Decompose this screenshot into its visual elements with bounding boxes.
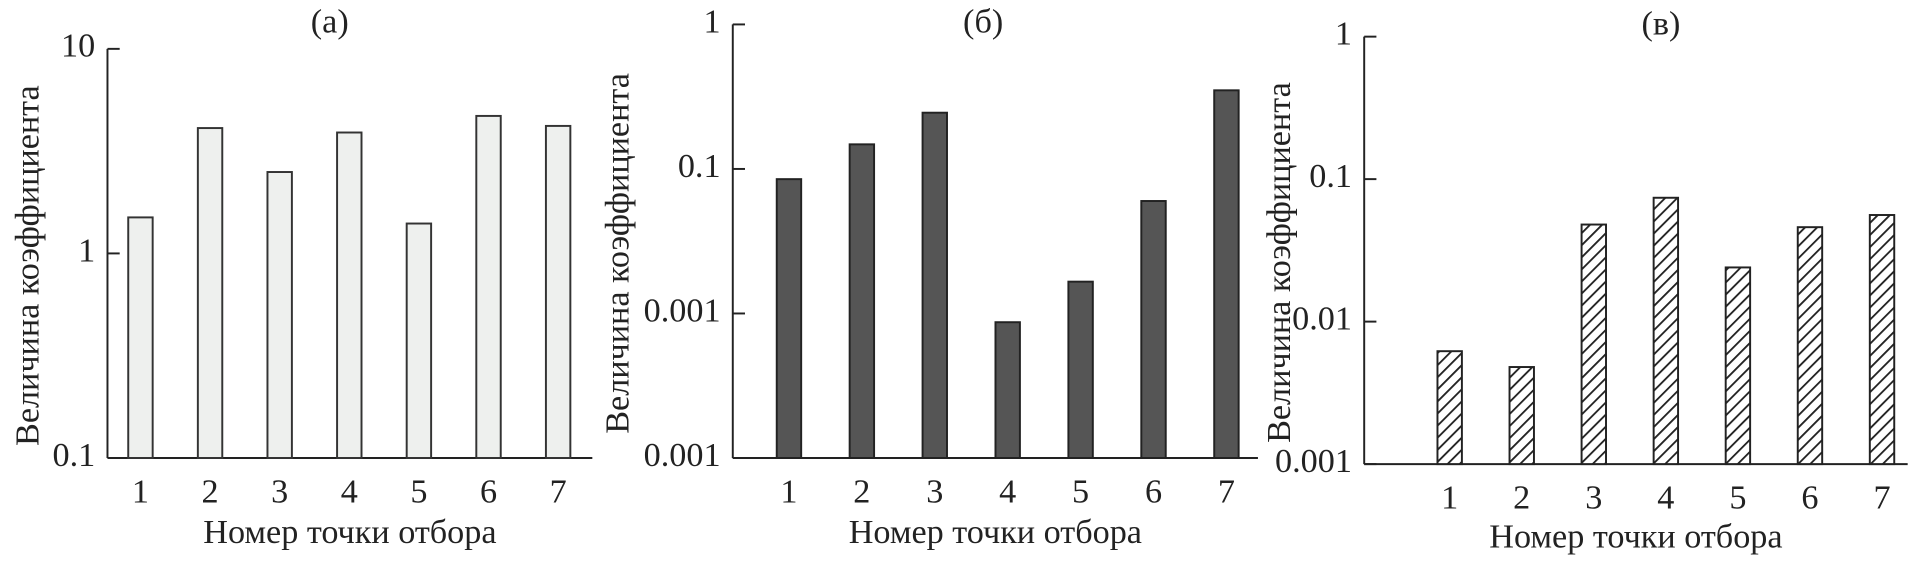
- x-axis-label: Номер точки отбора: [203, 514, 496, 551]
- bar: [775, 178, 803, 459]
- bar: [921, 111, 948, 459]
- x-tick-label: 7: [550, 473, 567, 510]
- bar: [1213, 89, 1240, 459]
- y-axis-label: Величина коэффициента: [9, 85, 46, 446]
- x-tick-label: 6: [1801, 480, 1818, 517]
- y-tick-label: 0.1: [1309, 158, 1352, 195]
- x-tick-label: 2: [853, 473, 870, 510]
- bar: [336, 131, 363, 459]
- x-tick-label: 5: [1729, 480, 1746, 517]
- x-axis-label: Номер точки отбора: [849, 514, 1142, 551]
- x-tick-label: 1: [132, 473, 149, 510]
- x-tick-label: 3: [1585, 480, 1602, 517]
- bar: [127, 216, 154, 459]
- bar: [848, 143, 876, 459]
- y-axis-label: Величина коэффициента: [1261, 82, 1298, 443]
- y-tick-label: 1: [1335, 15, 1352, 52]
- bar: [1724, 266, 1752, 466]
- y-tick-label: 0.01: [1292, 300, 1352, 337]
- bar: [475, 114, 502, 459]
- chart-title: (в): [1642, 6, 1681, 43]
- bar: [994, 321, 1021, 459]
- bar: [196, 127, 224, 459]
- x-tick-label: 5: [1072, 473, 1089, 510]
- x-axis-label: Номер точки отбора: [1489, 519, 1782, 556]
- bar: [1796, 226, 1824, 466]
- bar: [1868, 214, 1896, 466]
- bar: [1067, 280, 1094, 459]
- x-tick-label: 3: [926, 473, 943, 510]
- chart-title: (а): [311, 3, 349, 40]
- bar: [1652, 196, 1680, 466]
- x-tick-label: 5: [410, 473, 427, 510]
- x-tick-label: 1: [1441, 480, 1458, 517]
- bar: [405, 222, 433, 459]
- x-tick-label: 1: [780, 473, 797, 510]
- chart-title: (б): [963, 3, 1003, 40]
- x-tick-label: 2: [202, 473, 219, 510]
- x-tick-label: 6: [480, 473, 497, 510]
- bar: [266, 171, 293, 459]
- bar: [1436, 350, 1463, 466]
- y-axis-label: Величина коэффициента: [599, 73, 636, 434]
- bar: [544, 124, 572, 459]
- y-tick-label: 1: [78, 232, 95, 269]
- y-tick-label: 10: [61, 28, 95, 65]
- y-tick-label: 0.001: [644, 292, 721, 329]
- x-tick-label: 2: [1513, 480, 1530, 517]
- x-tick-label: 7: [1218, 473, 1235, 510]
- x-tick-label: 4: [1657, 480, 1674, 517]
- x-tick-label: 4: [999, 473, 1016, 510]
- y-tick-label: 0.1: [53, 437, 96, 474]
- y-tick-label: 0.001: [644, 437, 721, 474]
- y-tick-label: 0.1: [678, 148, 721, 185]
- bar: [1140, 200, 1167, 459]
- x-tick-label: 4: [341, 473, 358, 510]
- bar: [1580, 223, 1607, 466]
- x-tick-label: 3: [271, 473, 288, 510]
- bar: [1508, 366, 1535, 466]
- y-tick-label: 0.001: [1275, 443, 1352, 480]
- x-tick-label: 7: [1873, 480, 1890, 517]
- y-tick-label: 1: [703, 3, 720, 40]
- x-tick-label: 6: [1145, 473, 1162, 510]
